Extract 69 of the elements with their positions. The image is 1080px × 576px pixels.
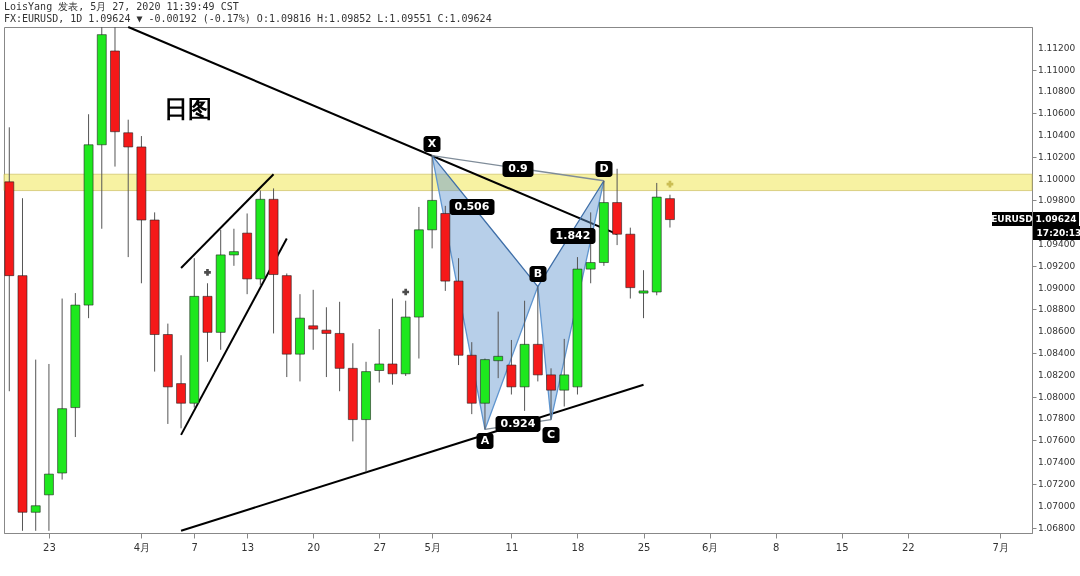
annotation: B bbox=[533, 267, 543, 280]
chart-title: LoisYang 发表, 5月 27, 2020 11:39:49 CST bbox=[4, 1, 239, 12]
annotation: 0.9 bbox=[508, 162, 528, 175]
x-tick-label: 8 bbox=[772, 541, 780, 553]
candlestick bbox=[665, 194, 675, 229]
y-tick-label: 1.09400 bbox=[1038, 239, 1076, 250]
x-tick-label: 11 bbox=[505, 541, 519, 553]
candlestick bbox=[559, 338, 570, 407]
x-tick-label: 25 bbox=[637, 541, 651, 553]
y-tick-label: 1.08200 bbox=[1038, 369, 1076, 380]
annotation: 0.506 bbox=[454, 200, 490, 213]
point bbox=[204, 269, 211, 276]
y-tick-label: 1.10400 bbox=[1038, 129, 1076, 140]
candlestick bbox=[308, 289, 318, 351]
y-tick-label: 1.09800 bbox=[1038, 195, 1076, 206]
chart-subtitle: FX:EURUSD, 1D 1.09624 ▼ -0.00192 (-0.17%) O:1.09816 H:1.09852 L:1.09551 C:1.09624 bbox=[4, 13, 492, 24]
y-tick-label: 1.07000 bbox=[1038, 500, 1076, 511]
x-tick-label: 6月 bbox=[701, 541, 719, 553]
x-tick-label: 7 bbox=[191, 541, 198, 553]
annotation: EURUSD bbox=[991, 214, 1033, 224]
x-tick-label: 20 bbox=[307, 541, 321, 553]
x-tick-label: 15 bbox=[835, 541, 849, 553]
x-tick-label: 13 bbox=[241, 541, 254, 553]
annotation: C bbox=[546, 428, 556, 441]
y-tick-label: 1.07800 bbox=[1038, 413, 1076, 424]
y-tick-label: 1.08000 bbox=[1038, 391, 1076, 402]
x-tick-label: 23 bbox=[43, 541, 56, 553]
annotation: X bbox=[427, 137, 437, 150]
y-tick-label: 1.11200 bbox=[1038, 42, 1076, 53]
y-tick-label: 1.07600 bbox=[1038, 435, 1076, 446]
y-tick-label: 1.10200 bbox=[1038, 151, 1076, 162]
text: 17:20:13 bbox=[1036, 228, 1080, 238]
y-tick-label: 1.11000 bbox=[1038, 64, 1076, 75]
x-tick-label: 5月 bbox=[424, 541, 441, 553]
x-tick-label: 4月 bbox=[133, 541, 151, 553]
x-tick-label: 27 bbox=[373, 541, 387, 553]
candlestick bbox=[638, 269, 649, 319]
y-tick-label: 1.08800 bbox=[1038, 304, 1076, 315]
annotation: 1.842 bbox=[555, 229, 591, 242]
candlestick bbox=[374, 328, 385, 384]
x-tick-label: 7月 bbox=[992, 541, 1009, 553]
candlestick bbox=[321, 306, 332, 378]
y-tick-label: 1.07400 bbox=[1038, 457, 1076, 468]
x-tick-label: 18 bbox=[571, 541, 585, 553]
candlestick bbox=[506, 339, 517, 395]
annotation: A bbox=[480, 434, 490, 447]
text: 1.09624 bbox=[1035, 214, 1077, 224]
y-tick-label: 1.10800 bbox=[1038, 86, 1076, 97]
point bbox=[402, 288, 410, 296]
y-tick-label: 1.08400 bbox=[1038, 348, 1076, 359]
candlestick bbox=[387, 298, 398, 386]
y-tick-label: 1.09000 bbox=[1038, 282, 1076, 293]
y-tick-label: 1.08600 bbox=[1038, 326, 1076, 337]
candlestick bbox=[176, 354, 186, 429]
candlestick bbox=[44, 363, 54, 532]
y-tick-label: 1.06800 bbox=[1038, 522, 1076, 533]
annotation: 0.924 bbox=[500, 417, 536, 430]
candlestick bbox=[546, 367, 556, 421]
annotation: D bbox=[599, 162, 609, 175]
y-tick-label: 1.09200 bbox=[1038, 260, 1076, 271]
y-tick-label: 1.10000 bbox=[1038, 173, 1076, 184]
candlestick bbox=[30, 359, 41, 532]
candlestick bbox=[123, 119, 134, 258]
annotation: 日图 bbox=[164, 95, 212, 123]
y-tick-label: 1.10600 bbox=[1038, 108, 1076, 119]
y-tick-label: 1.07200 bbox=[1038, 478, 1076, 489]
x-tick-label: 22 bbox=[901, 541, 915, 553]
candlestick bbox=[493, 311, 503, 379]
candlestick bbox=[229, 228, 239, 267]
